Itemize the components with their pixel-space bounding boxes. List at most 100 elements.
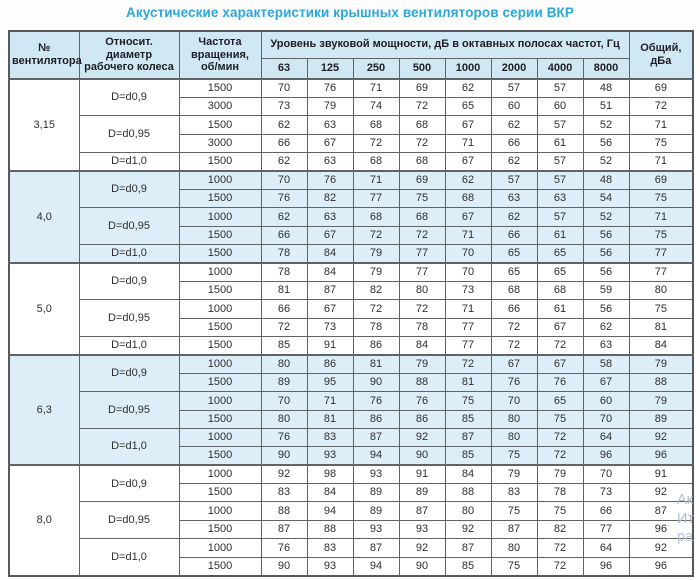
spl-value-cell: 69 [398,77,446,98]
spl-value-cell: 80 [260,353,308,374]
spl-value-cell: 72 [444,353,492,374]
spl-value-cell: 57 [536,207,584,227]
spl-value-cell: 88 [444,483,492,503]
spl-value-cell: 72 [398,133,446,154]
spl-value-cell: 76 [260,188,308,209]
spl-value-cell: 77 [444,335,492,356]
spl-value-cell: 71 [352,77,400,98]
total-dba-cell: 75 [628,188,694,209]
header-freq-2000: 2000 [490,57,538,80]
spl-value-cell: 90 [260,556,308,577]
spl-value-cell: 71 [444,225,492,246]
spl-value-cell: 94 [352,556,400,577]
speed-cell: 1500 [178,409,262,429]
total-dba-cell: 92 [628,427,694,448]
spl-value-cell: 92 [444,519,492,540]
spl-value-cell: 52 [582,152,630,172]
spl-value-cell: 77 [582,519,630,540]
diameter-cell: D=d1,0 [78,152,180,172]
speed-cell: 1500 [178,244,262,264]
spl-value-cell: 67 [306,133,354,154]
spl-value-cell: 93 [352,464,400,485]
spl-value-cell: 65 [490,261,538,282]
table-row: 4,0 D=d0,9 1000 70 76 71 69 62 57 57 48 69 [8,169,694,264]
spl-value-cell: 82 [536,519,584,540]
spl-value-cell: 57 [536,152,584,172]
total-dba-cell: 81 [628,317,694,337]
spl-value-cell: 65 [444,96,492,117]
spl-value-cell: 87 [352,538,400,558]
spl-value-cell: 89 [260,372,308,393]
spl-value-cell: 89 [352,483,400,503]
spl-value-cell: 66 [582,501,630,521]
spl-value-cell: 77 [398,261,446,282]
spl-value-cell: 72 [536,335,584,356]
spl-value-cell: 85 [260,335,308,356]
spl-value-cell: 67 [582,372,630,393]
spl-value-cell: 72 [536,446,584,466]
spl-value-cell: 73 [444,280,492,301]
header-impeller-diameter: Относит. диаметр рабочего колеса [78,30,180,80]
spl-value-cell: 75 [490,501,538,521]
spl-value-cell: 72 [490,335,538,356]
spl-value-cell: 76 [352,391,400,411]
spl-value-cell: 61 [536,299,584,319]
spl-value-cell: 66 [260,299,308,319]
spl-value-cell: 66 [260,225,308,246]
spl-value-cell: 81 [260,280,308,301]
table-row: 1500 89 95 90 88 81 76 76 67 88 [9,372,694,393]
spl-value-cell: 60 [536,96,584,117]
spl-value-cell: 87 [260,519,308,540]
spl-value-cell: 79 [490,464,538,485]
diameter-cell: D=d0,95 [78,207,180,246]
spl-value-cell: 86 [352,409,400,429]
speed-cell: 1000 [178,391,262,411]
spl-value-cell: 63 [536,188,584,209]
spl-value-cell: 57 [536,77,584,98]
table-body: 3,15 D=d0,9 1500 70 76 71 69 62 57 57 48 69 3000 73 79… [8,77,694,577]
total-dba-cell: 80 [628,280,694,301]
spl-value-cell: 70 [490,391,538,411]
spl-value-cell: 75 [490,446,538,466]
spl-value-cell: 87 [490,519,538,540]
spl-value-cell: 57 [536,115,584,135]
spl-value-cell: 67 [306,225,354,246]
spl-value-cell: 75 [536,409,584,429]
spl-value-cell: 98 [306,464,354,485]
speed-cell: 3000 [178,96,262,117]
total-dba-cell: 75 [628,133,694,154]
table-row: D=d1,0 1500 85 91 86 84 77 72 72 63 84 [9,335,694,356]
spl-value-cell: 88 [260,501,308,521]
spl-value-cell: 70 [582,464,630,485]
spl-value-cell: 72 [260,317,308,337]
spl-value-cell: 76 [260,427,308,448]
total-dba-cell: 96 [628,519,694,540]
total-dba-cell: 88 [628,372,694,393]
spl-value-cell: 95 [306,372,354,393]
diameter-cell: D=d0,95 [78,501,180,540]
speed-cell: 1000 [178,427,262,448]
table-row: 1500 90 93 94 90 85 75 72 96 96 [9,446,694,466]
spl-value-cell: 90 [398,556,446,577]
diameter-cell: D=d1,0 [78,538,180,577]
diameter-cell: D=d0,95 [78,391,180,429]
total-dba-cell: 96 [628,446,694,466]
spl-value-cell: 76 [306,77,354,98]
spl-value-cell: 68 [398,152,446,172]
spl-value-cell: 62 [260,152,308,172]
spl-value-cell: 72 [398,96,446,117]
table-row: D=d0,95 1000 66 67 72 72 71 66 61 56 75 [9,299,694,337]
spl-value-cell: 80 [490,409,538,429]
header-row-1: № вентилятора Относит. диаметр рабочего … [8,30,694,80]
spl-value-cell: 80 [398,280,446,301]
spl-value-cell: 56 [582,244,630,264]
spl-value-cell: 72 [398,225,446,246]
spl-value-cell: 71 [306,391,354,411]
total-dba-cell: 87 [628,501,694,521]
spl-value-cell: 88 [306,519,354,540]
spl-value-cell: 68 [352,115,400,135]
spl-value-cell: 56 [582,225,630,246]
total-dba-cell: 89 [628,409,694,429]
spl-value-cell: 67 [444,207,492,227]
total-dba-cell: 71 [628,152,694,172]
